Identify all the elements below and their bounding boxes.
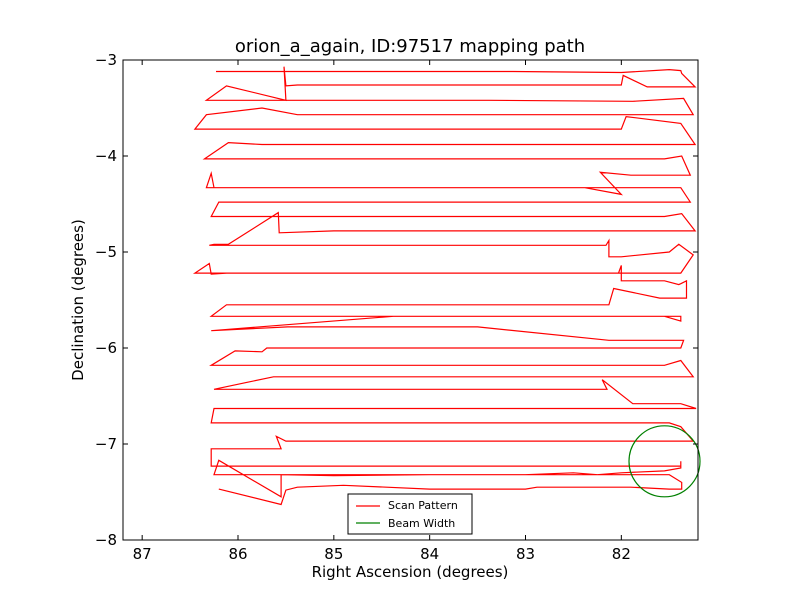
scan-pattern-layer <box>192 66 697 506</box>
beam-width-layer <box>628 425 701 498</box>
x-axis-label: Right Ascension (degrees) <box>312 563 509 581</box>
x-tick-label: 86 <box>228 545 247 563</box>
y-tick-label: −7 <box>95 435 117 453</box>
legend-beam-width-label: Beam Width <box>388 517 455 530</box>
scan-pattern-line <box>192 66 697 506</box>
chart-title: orion_a_again, ID:97517 mapping path <box>235 36 585 57</box>
x-tick-label: 83 <box>516 545 535 563</box>
y-tick-label: −8 <box>95 531 117 549</box>
x-tick-label: 85 <box>324 545 343 563</box>
x-tick-label: 84 <box>420 545 439 563</box>
x-tick-label: 87 <box>133 545 152 563</box>
y-tick-label: −3 <box>95 51 117 69</box>
y-axis-ticks: −3 −4 −5 −6 −7 −8 <box>95 51 698 549</box>
plot-area <box>123 60 698 540</box>
plot-frame <box>122 59 699 541</box>
legend-scan-pattern-label: Scan Pattern <box>388 499 458 512</box>
y-tick-label: −6 <box>95 339 117 357</box>
legend: Scan Pattern Beam Width <box>347 493 473 535</box>
y-axis-label: Declination (degrees) <box>69 219 87 381</box>
beam-width-circle <box>628 425 701 498</box>
legend-box <box>347 493 473 535</box>
x-axis-ticks: 87 86 85 84 83 82 <box>133 60 631 563</box>
y-tick-label: −5 <box>95 243 117 261</box>
x-tick-label: 82 <box>612 545 631 563</box>
y-tick-label: −4 <box>95 147 117 165</box>
